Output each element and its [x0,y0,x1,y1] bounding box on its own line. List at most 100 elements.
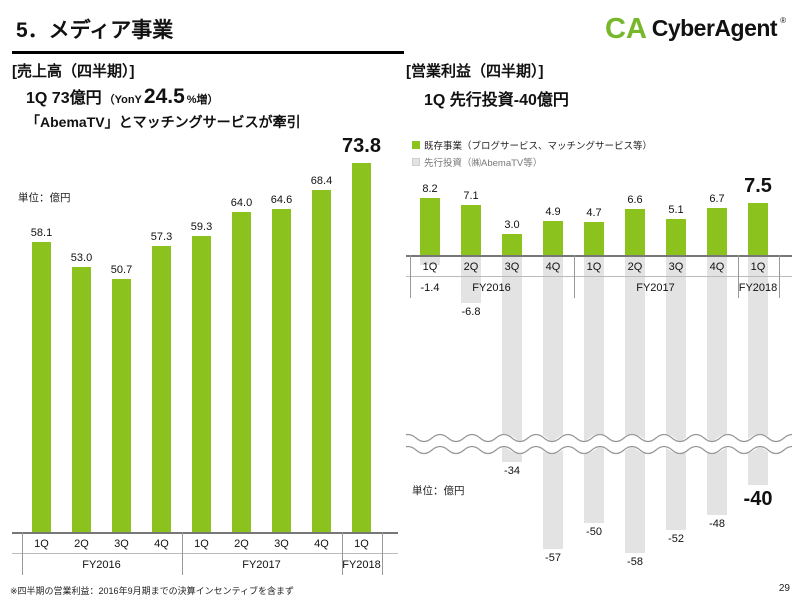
upfront-investment-value-label: -48 [709,518,725,531]
axis-quarter-label: 4Q [709,261,725,273]
revenue-value-label: 64.6 [270,194,293,206]
upfront-investment-bar [420,255,440,265]
revenue-value-label: 58.1 [30,226,53,239]
existing-business-value-label: 4.9 [545,205,561,218]
axis-quarter-label: 3Q [114,538,129,550]
existing-business-value-label: 7.1 [463,190,479,203]
axis-divider-line [406,276,792,277]
page-title: 5．メディア事業 [16,19,174,42]
axis-quarter-label: 2Q [463,261,479,273]
axis-fiscal-year-label: FY2018 [738,282,778,294]
axis-separator [737,255,739,298]
cyberagent-logo: CA CyberAgent ® [605,12,786,44]
axis-quarter-label: 4Q [545,261,561,273]
revenue-driver-text: 「AbemaTV」とマッチングサービスが牽引 [26,114,301,130]
legend-swatch-green-icon [412,141,420,149]
upfront-investment-value-label: -57 [545,552,561,565]
axis-quarter-label: 1Q [354,538,369,550]
profit-subtitle-main: 1Q 先行投資-40億円 [424,92,569,109]
revenue-chart: 58.1 53.0 50.7 57.3 59.3 64.0 64.6 68.4 73.8 1Q 2Q… [12,130,398,592]
profit-chart: -1.4 -6.8 -34 -57 -50 -58 -52 -48 -40 8.2 7.1 3.0 4.… [395,130,800,600]
upfront-investment-bar [543,255,563,550]
existing-business-bar [625,208,645,255]
upfront-investment-value-label: -50 [586,525,602,538]
footnote: ※四半期の営業利益：2016年9月期までの決算インセンティブを含まず [10,586,295,596]
revenue-value-label: 57.3 [150,230,173,243]
cyberagent-logo-icon: CA [605,13,647,44]
axis-separator [409,255,411,298]
legend-label-upfront-investment: 先行投資（㈱AbemaTV等） [424,158,543,169]
revenue-value-label: 73.8 [342,135,381,157]
existing-business-bar [420,197,440,255]
axis-separator [778,255,780,298]
revenue-bar [32,241,51,532]
existing-business-bar [666,219,686,255]
axis-break-wave [395,430,800,458]
upfront-investment-value-label: -1.4 [420,282,440,294]
existing-business-bar [584,222,604,255]
revenue-bar [152,245,171,532]
axis-quarter-label: 4Q [154,538,169,550]
revenue-value-label: 64.0 [230,197,253,209]
title-block: 5．メディア事業 [12,8,404,54]
profit-unit-label: 単位：億円 [412,485,465,497]
revenue-bar [112,278,131,532]
axis-quarter-label: 3Q [274,538,289,550]
page-number: 29 [778,583,790,594]
axis-quarter-label: 1Q [750,261,766,273]
upfront-investment-bar [584,255,604,523]
axis-quarter-label: 4Q [314,538,329,550]
axis-quarter-label: 2Q [234,538,249,550]
upfront-investment-bar [707,255,727,516]
upfront-investment-bar [625,255,645,554]
revenue-bar [272,209,291,532]
upfront-investment-value-label: -6.8 [461,305,481,318]
revenue-bar [232,212,251,532]
axis-fiscal-year-label: FY2016 [472,282,511,294]
axis-quarter-label: 1Q [586,261,602,273]
legend-swatch-gray-icon [412,158,420,166]
revenue-bar [352,163,371,532]
upfront-investment-bar [502,255,522,462]
axis-quarter-label: 2Q [74,538,89,550]
axis-baseline [406,255,792,257]
revenue-bar [312,190,331,532]
cyberagent-logo-text: CyberAgent [651,15,778,41]
axis-quarter-label: 3Q [668,261,684,273]
revenue-bar [192,235,211,532]
existing-business-value-label: 6.7 [709,193,725,206]
upfront-investment-bar [748,255,768,485]
upfront-investment-value-label: -52 [668,533,684,546]
existing-business-value-label: 5.1 [668,204,684,217]
revenue-value-label: 68.4 [310,175,333,187]
axis-separator [341,532,343,575]
upfront-investment-value-label: -58 [627,556,643,569]
revenue-value-label: 53.0 [70,252,93,264]
profit-subtitle: 1Q 先行投資-40億円 [424,86,569,110]
legend-item-upfront-investment: 先行投資（㈱AbemaTV等） [412,155,652,169]
profit-heading: [営業利益（四半期）] [406,63,544,80]
axis-quarter-label: 1Q [34,538,49,550]
axis-separator [381,532,383,575]
upfront-investment-value-label: -34 [504,465,520,477]
existing-business-bar [502,234,522,255]
revenue-subtitle-main: 1Q 73億円 [26,90,102,107]
legend-label-existing-business: 既存事業（ブログサービス、マッチングサービス等） [424,141,653,152]
profit-legend: 既存事業（ブログサービス、マッチングサービス等） 先行投資（㈱AbemaTV等） [412,138,652,169]
axis-quarter-label: 2Q [627,261,643,273]
axis-quarter-label: 3Q [504,261,520,273]
revenue-subtitle-paren-open: （YonY [103,94,142,106]
revenue-bar [72,267,91,532]
upfront-investment-bar [666,255,686,531]
upfront-investment-value-label: -40 [743,487,773,510]
existing-business-value-label: 6.6 [627,193,643,206]
axis-fiscal-year-label: FY2017 [242,559,281,571]
registered-mark-icon: ® [780,16,786,25]
axis-fiscal-year-label: FY2017 [636,282,675,294]
legend-item-existing-business: 既存事業（ブログサービス、マッチングサービス等） [412,138,652,152]
existing-business-bar [461,205,481,255]
axis-quarter-label: 1Q [422,261,438,273]
existing-business-bar [707,208,727,255]
revenue-unit-label: 単位：億円 [18,192,71,204]
